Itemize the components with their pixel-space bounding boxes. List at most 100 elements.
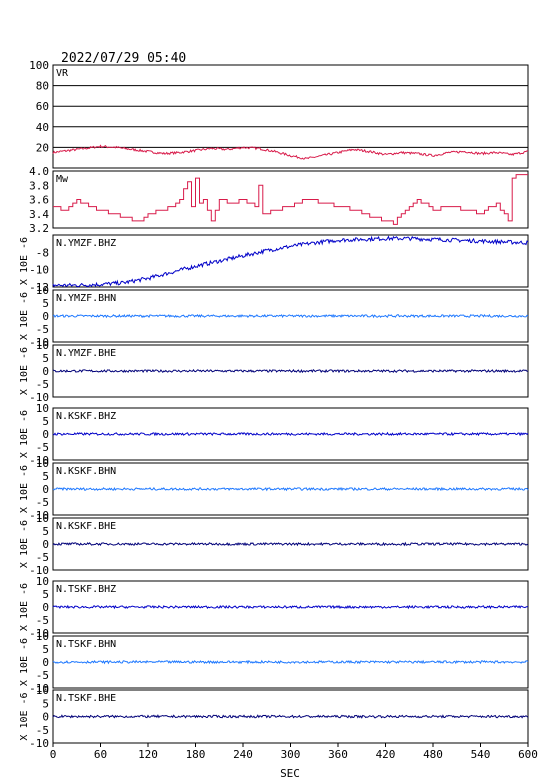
y-axis-label: X 10E -6 [19, 638, 30, 686]
panel-label: N.YMZF.BHZ [56, 238, 116, 249]
y-axis-label: X 10E -6 [19, 410, 30, 458]
x-axis-label: SEC [280, 767, 300, 780]
panel-vr: 100 80 60 40 20 VR [29, 59, 529, 169]
y-tick-label: -5 [36, 614, 49, 627]
y-tick-label: -5 [36, 378, 49, 391]
x-tick-label: 540 [471, 748, 491, 761]
y-tick-label: 3.4 [29, 208, 49, 221]
y-tick-label: 80 [36, 80, 49, 93]
y-tick-label: 3.2 [29, 222, 49, 235]
y-tick-label: 10 [36, 457, 49, 470]
panel-frame [52, 170, 529, 229]
panels-group: 10080604020VR4.03.83.63.43.2Mw-8-10-12N.… [19, 59, 529, 750]
y-tick-label: -10 [29, 509, 49, 522]
x-axis: 0 60 120 180 240 300 360 420 480 540 600 [50, 743, 538, 761]
y-tick-label: 10 [36, 512, 49, 525]
x-tick-label: 420 [376, 748, 396, 761]
y-tick-label: 0 [42, 483, 49, 496]
panel-frame [52, 462, 529, 516]
y-tick-label: -5 [36, 323, 49, 336]
y-tick-label: -10 [29, 564, 49, 577]
y-tick-label: -5 [36, 551, 49, 564]
y-tick-label: -8 [36, 246, 49, 259]
y-tick-label: 5 [42, 697, 49, 710]
series-line-ymzf-bhe [52, 368, 528, 374]
y-tick-label: 40 [36, 121, 49, 134]
panel-frame [52, 580, 529, 634]
panel-label: N.YMZF.BHE [56, 348, 116, 359]
y-tick-label: 0 [42, 538, 49, 551]
y-tick-label: 5 [42, 470, 49, 483]
y-tick-label: -10 [29, 627, 49, 640]
series-line-kskf-bhe [52, 541, 529, 547]
panel-ymzf-bhz: -8 -10 -12 N.YMZF.BHZ X 10E -6 [19, 234, 529, 294]
y-tick-label: 0 [42, 310, 49, 323]
y-tick-label: -5 [36, 441, 49, 454]
y-tick-label: 5 [42, 297, 49, 310]
y-tick-label: 10 [36, 402, 49, 415]
y-tick-label: 60 [36, 100, 49, 113]
y-axis-label: X 10E -6 [19, 292, 30, 340]
x-tick-label: 60 [94, 748, 107, 761]
series-line-tskf-bhn [52, 659, 529, 665]
series-line-tskf-bhe [52, 714, 529, 719]
y-tick-label: 5 [42, 415, 49, 428]
y-tick-label: -5 [36, 669, 49, 682]
y-tick-label: 0 [42, 711, 49, 724]
series-line-ymzf-bhn [52, 313, 529, 319]
y-tick-label: 5 [42, 588, 49, 601]
y-tick-label: 3.6 [29, 194, 49, 207]
panel-frame [52, 517, 529, 571]
y-tick-label: 4.0 [29, 165, 49, 178]
y-tick-label: 5 [42, 643, 49, 656]
panel-mw: 4.03.8 3.63.43.2 Mw [29, 165, 529, 235]
series-line-mw [53, 174, 528, 225]
y-axis-label: X 10E -6 [19, 347, 30, 395]
panel-frame [52, 64, 529, 169]
panel-label: N.KSKF.BHE [56, 521, 116, 532]
series-line-vr [52, 144, 529, 160]
panel-frame [52, 407, 529, 461]
y-tick-label: -10 [29, 264, 49, 277]
y-axis-label: X 10E -6 [19, 237, 30, 285]
panel-label: N.KSKF.BHN [56, 466, 116, 477]
y-axis-label: X 10E -6 [19, 520, 30, 568]
x-tick-label: 0 [50, 748, 57, 761]
y-tick-label: 5 [42, 525, 49, 538]
series-line-tskf-bhz [52, 604, 529, 610]
x-tick-label: 180 [186, 748, 206, 761]
panel-label: N.YMZF.BHN [56, 293, 116, 304]
x-tick-label: 240 [233, 748, 253, 761]
panel-label: N.TSKF.BHZ [56, 584, 116, 595]
panel-frame [52, 289, 529, 343]
y-tick-label: 0 [42, 365, 49, 378]
x-tick-label: 480 [423, 748, 443, 761]
y-axis-label: X 10E -6 [19, 583, 30, 631]
panel-frame [52, 234, 529, 288]
y-tick-label: 10 [36, 284, 49, 297]
y-tick-label: -5 [36, 724, 49, 737]
x-tick-label: 300 [281, 748, 301, 761]
y-tick-label: 3.8 [29, 179, 49, 192]
series-line-ymzf-bhz [52, 235, 529, 288]
y-tick-label: 10 [36, 575, 49, 588]
series-line-kskf-bhn [52, 486, 529, 492]
y-tick-label: 0 [42, 428, 49, 441]
panel-label: Mw [56, 174, 69, 185]
y-tick-label: -10 [29, 682, 49, 695]
panel-label: N.TSKF.BHE [56, 693, 116, 704]
y-tick-label: 5 [42, 352, 49, 365]
y-tick-label: 0 [42, 656, 49, 669]
y-tick-label: -10 [29, 454, 49, 467]
x-tick-label: 600 [518, 748, 538, 761]
panel-label: VR [56, 68, 69, 79]
y-tick-label: -12 [29, 281, 49, 294]
